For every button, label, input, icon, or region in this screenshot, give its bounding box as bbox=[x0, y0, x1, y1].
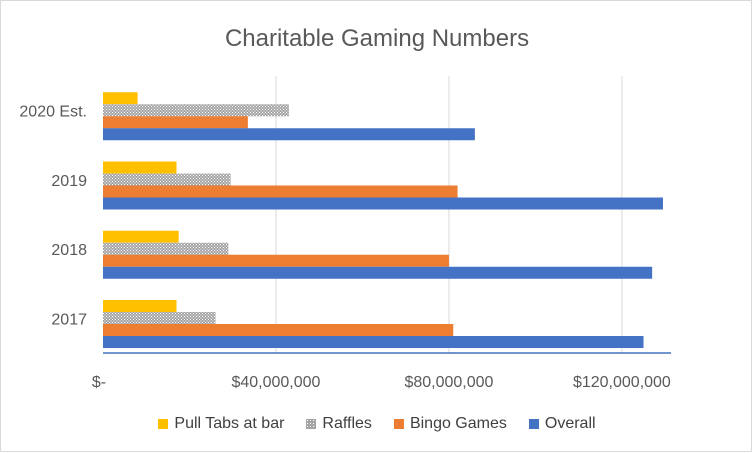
chart-title: Charitable Gaming Numbers bbox=[225, 25, 529, 52]
bar-overall-2018 bbox=[103, 266, 653, 279]
bar-bingo-games-2019 bbox=[103, 185, 458, 198]
bar-pull-tabs-at-bar-2020-est- bbox=[103, 92, 138, 105]
bars bbox=[103, 92, 663, 348]
bar-overall-2017 bbox=[103, 336, 644, 348]
legend-label: Bingo Games bbox=[409, 415, 507, 432]
x-tick-label: $80,000,000 bbox=[404, 374, 493, 391]
y-category-label: 2020 Est. bbox=[19, 104, 87, 121]
y-category-label: 2019 bbox=[51, 173, 87, 190]
bar-pull-tabs-at-bar-2018 bbox=[103, 230, 179, 243]
legend-item: Raffles bbox=[306, 415, 372, 433]
legend-swatch bbox=[393, 419, 404, 429]
x-tick-label: $40,000,000 bbox=[231, 374, 320, 391]
legend-item: Pull Tabs at bar bbox=[158, 415, 284, 433]
legend-label: Raffles bbox=[322, 415, 372, 432]
bar-pull-tabs-at-bar-2017 bbox=[103, 300, 177, 312]
x-tick-label: $120,000,000 bbox=[573, 374, 671, 391]
y-axis-labels: 2017 2018 2019 2020 Est. bbox=[19, 104, 87, 329]
y-category-label: 2018 bbox=[51, 242, 87, 259]
bar-pull-tabs-at-bar-2019 bbox=[103, 161, 177, 174]
legend-swatch bbox=[306, 419, 317, 429]
bar-raffles-2018 bbox=[103, 242, 229, 255]
legend-item: Bingo Games bbox=[393, 415, 507, 433]
y-category-label: 2017 bbox=[51, 311, 87, 328]
x-tick-label: $- bbox=[92, 374, 106, 391]
bar-raffles-2017 bbox=[103, 312, 216, 324]
legend-label: Pull Tabs at bar bbox=[174, 415, 285, 432]
legend-swatch bbox=[528, 419, 539, 429]
bar-bingo-games-2020-est- bbox=[103, 116, 248, 129]
legend: Pull Tabs at bar Raffles Bingo Games Overal… bbox=[1, 415, 752, 433]
legend-swatch bbox=[158, 419, 169, 429]
x-axis-labels: $- $40,000,000 $80,000,000 $120,000,000 bbox=[92, 374, 671, 391]
bar-overall-2020-est- bbox=[103, 128, 475, 141]
gridlines bbox=[275, 76, 623, 353]
bar-bingo-games-2017 bbox=[103, 324, 454, 336]
bar-raffles-2020-est- bbox=[103, 104, 289, 117]
legend-item: Overall bbox=[528, 415, 596, 433]
legend-label: Overall bbox=[544, 415, 596, 432]
bar-bingo-games-2018 bbox=[103, 254, 449, 267]
bar-raffles-2019 bbox=[103, 173, 231, 186]
bar-overall-2019 bbox=[103, 197, 663, 210]
